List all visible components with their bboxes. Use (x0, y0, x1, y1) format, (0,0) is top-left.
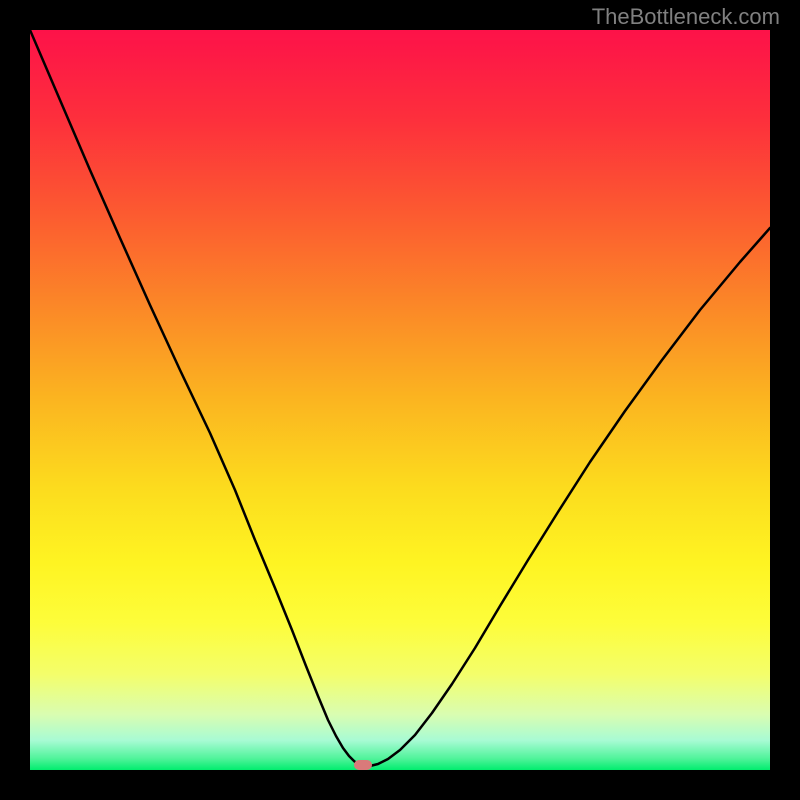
watermark-text: TheBottleneck.com (592, 4, 780, 30)
bottleneck-curve (30, 30, 770, 770)
minimum-marker (354, 760, 372, 770)
bottleneck-chart (30, 30, 770, 770)
